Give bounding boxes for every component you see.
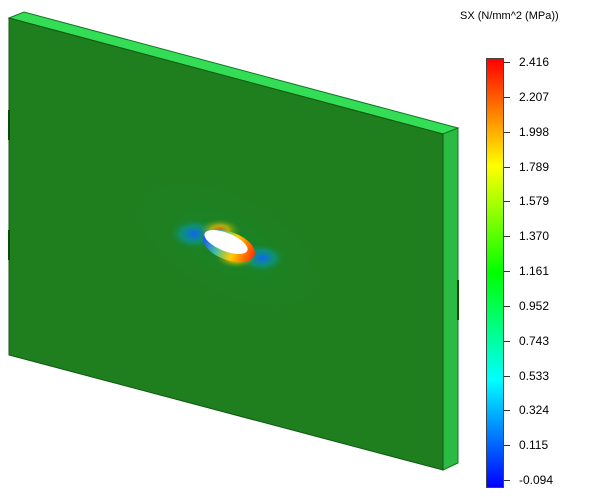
legend-label: 0.743 (519, 333, 550, 348)
legend-label: 0.324 (519, 403, 550, 418)
legend-tick (504, 201, 510, 203)
legend-tick (504, 340, 510, 342)
legend-label: 1.998 (519, 124, 550, 139)
legend-label: 0.952 (519, 298, 550, 313)
legend-label: 1.789 (519, 159, 550, 174)
fea-plate-render (7, 11, 460, 471)
legend-tick (504, 305, 510, 307)
legend-title: SX (N/mm^2 (MPa)) (460, 10, 559, 22)
legend-tick (504, 236, 510, 238)
legend-label: -0.094 (519, 473, 554, 487)
hole-opening (204, 230, 248, 254)
legend-tick (504, 131, 510, 133)
legend-label: 0.533 (519, 368, 550, 383)
legend-label: 2.416 (519, 55, 550, 69)
plate-right-edge (442, 127, 459, 471)
legend-color-bar (486, 58, 504, 488)
legend-label: 1.161 (519, 264, 550, 278)
legend-label: 1.370 (519, 229, 550, 244)
legend-tick (504, 62, 510, 63)
legend-tick (504, 271, 510, 272)
legend-tick (504, 96, 510, 98)
legend-label: 1.579 (519, 194, 550, 209)
fea-viewport[interactable] (0, 0, 470, 492)
legend-tick (504, 410, 510, 412)
legend-label: 2.207 (519, 89, 550, 104)
legend-tick (504, 166, 510, 168)
legend-tick (504, 480, 510, 481)
legend-tick (504, 375, 510, 377)
legend-label: 0.115 (519, 438, 549, 453)
legend-tick (504, 445, 510, 447)
